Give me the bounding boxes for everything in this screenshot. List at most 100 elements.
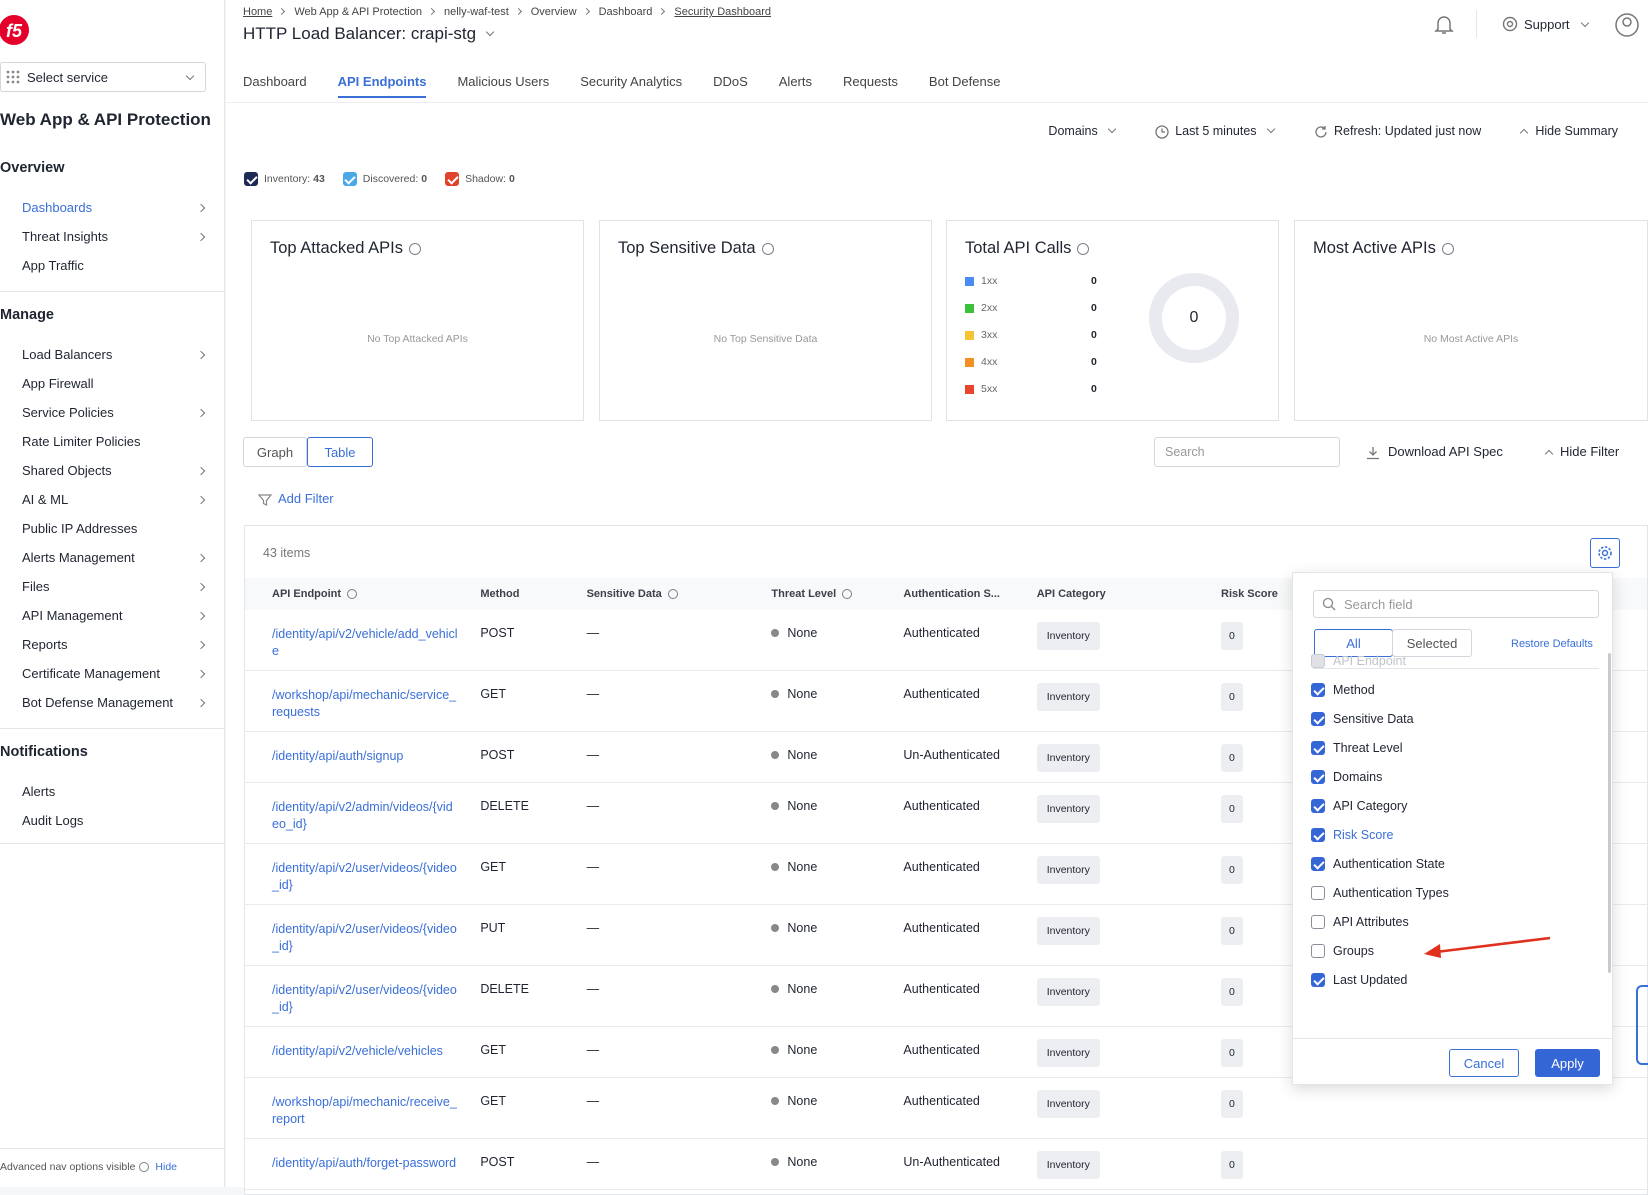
breadcrumb[interactable]: nelly-waf-test xyxy=(443,6,509,18)
nav-item-label: API Management xyxy=(22,608,123,623)
endpoint-link[interactable]: /workshop/api/mechanic/service_requests xyxy=(272,688,457,719)
nav-item[interactable]: App Traffic xyxy=(22,258,212,273)
summary-card: Total API Calls 1xx 0 2xx 0 3xx 0 4xx 0 5xx 0 0 xyxy=(946,220,1279,421)
nav-item[interactable]: Files xyxy=(22,579,212,594)
nav-item[interactable]: Bot Defense Management xyxy=(22,695,212,710)
toggle-button[interactable]: Table xyxy=(307,437,373,467)
tab[interactable]: API Endpoints xyxy=(337,74,427,98)
apply-button[interactable]: Apply xyxy=(1535,1049,1600,1077)
field-option[interactable]: Risk Score xyxy=(1311,828,1393,842)
threat-level: None xyxy=(787,748,818,762)
legend-check[interactable]: Shadow: 0 xyxy=(445,172,515,186)
all-tab[interactable]: All xyxy=(1314,629,1393,657)
hide-filter[interactable]: Hide Filter xyxy=(1544,444,1619,459)
field-option[interactable]: Last Updated xyxy=(1311,973,1407,987)
endpoint-link[interactable]: /identity/api/v2/user/videos/{video_id} xyxy=(272,983,457,1014)
chevron xyxy=(427,7,435,16)
column-header-label: Sensitive Data xyxy=(586,588,662,600)
refresh-button[interactable]: Refresh: Updated just now xyxy=(1314,124,1481,139)
nav-item[interactable]: Threat Insights xyxy=(22,229,212,244)
nav-heading-label: Overview xyxy=(0,160,65,176)
table-cell: Authenticated xyxy=(903,965,1037,1027)
checkbox xyxy=(1311,944,1325,958)
nav-item[interactable]: Dashboards xyxy=(22,200,212,215)
field-option[interactable]: Authentication Types xyxy=(1311,886,1449,900)
endpoint-link[interactable]: /identity/api/v2/vehicle/add_vehicle xyxy=(272,627,458,658)
tab[interactable]: Security Analytics xyxy=(580,74,683,89)
endpoint-link[interactable]: /workshop/api/mechanic/receive_report xyxy=(272,1095,457,1126)
column-header-label: Threat Level xyxy=(771,588,837,600)
time-filter[interactable]: Last 5 minutes xyxy=(1155,124,1276,139)
breadcrumb[interactable]: Home xyxy=(243,6,273,18)
support-menu[interactable]: Support xyxy=(1502,16,1589,32)
endpoint-link[interactable]: /identity/api/v2/admin/videos/{video_id} xyxy=(272,800,453,831)
nav-item[interactable]: Rate Limiter Policies xyxy=(22,434,212,449)
breadcrumb[interactable]: Security Dashboard xyxy=(674,6,772,18)
endpoint-link[interactable]: /identity/api/auth/forget-password xyxy=(272,1156,457,1170)
hide-link[interactable]: Hide xyxy=(155,1161,178,1173)
nav-item[interactable]: Reports xyxy=(22,637,212,652)
user-icon[interactable] xyxy=(1614,12,1640,38)
field-option[interactable]: API Attributes xyxy=(1311,915,1409,929)
nav-item[interactable]: Service Policies xyxy=(22,405,212,420)
endpoint-link[interactable]: /identity/api/v2/vehicle/vehicles xyxy=(272,1044,443,1058)
breadcrumb[interactable]: Web App & API Protection xyxy=(294,6,422,18)
field-search[interactable]: Search field xyxy=(1313,590,1599,618)
empty-state: No Most Active APIs xyxy=(1423,333,1519,345)
add-filter[interactable]: Add Filter xyxy=(257,491,334,507)
bell-icon[interactable] xyxy=(1432,12,1456,36)
tab[interactable]: Dashboard xyxy=(243,74,307,89)
annotation-arrow xyxy=(1424,936,1551,958)
field-option[interactable]: Authentication State xyxy=(1311,857,1445,871)
nav-item-label: Files xyxy=(22,579,50,594)
table-cell: /identity/api/v2/vehicle/add_vehicle xyxy=(245,610,481,671)
cell-text: — xyxy=(586,687,600,701)
breadcrumb[interactable]: Dashboard xyxy=(598,6,653,18)
download-icon xyxy=(1367,446,1379,459)
field-option[interactable]: Groups xyxy=(1311,944,1374,958)
toggle-button[interactable]: Graph xyxy=(243,437,307,467)
tab[interactable]: DDoS xyxy=(713,74,748,89)
field-option[interactable]: API Category xyxy=(1311,799,1407,813)
cancel-button[interactable]: Cancel xyxy=(1449,1049,1519,1077)
settings-button[interactable] xyxy=(1590,538,1620,568)
domains-filter[interactable]: Domains xyxy=(1048,124,1117,138)
endpoint-link[interactable]: /identity/api/v2/user/videos/{video_id} xyxy=(272,922,457,953)
nav-item[interactable]: Alerts Management xyxy=(22,550,212,565)
divider xyxy=(1313,668,1599,669)
risk-score: 0 xyxy=(1221,1151,1243,1179)
tab[interactable]: Bot Defense xyxy=(928,74,1001,89)
field-option[interactable]: Sensitive Data xyxy=(1311,712,1414,726)
legend-check[interactable]: Inventory: 43 xyxy=(244,172,325,186)
download-button[interactable]: Download API Spec xyxy=(1366,444,1503,460)
hide-summary[interactable]: Hide Summary xyxy=(1520,124,1618,138)
nav-item[interactable]: Alerts xyxy=(22,784,212,799)
nav-item[interactable]: AI & ML xyxy=(22,492,212,507)
nav-item[interactable]: Shared Objects xyxy=(22,463,212,478)
field-option[interactable]: Threat Level xyxy=(1311,741,1402,755)
checkbox xyxy=(1311,915,1325,929)
tab[interactable]: Requests xyxy=(843,74,898,89)
field-option[interactable]: Domains xyxy=(1311,770,1382,784)
selected-tab[interactable]: Selected xyxy=(1392,629,1472,657)
search-input[interactable]: Search xyxy=(1154,437,1340,467)
nav-item[interactable]: Audit Logs xyxy=(22,813,212,828)
nav-item[interactable]: App Firewall xyxy=(22,376,212,391)
nav-item[interactable]: API Management xyxy=(22,608,212,623)
breadcrumb[interactable]: Overview xyxy=(530,6,577,18)
nav-item[interactable]: Load Balancers xyxy=(22,347,212,362)
nav-item[interactable]: Certificate Management xyxy=(22,666,212,681)
table-cell: DELETE xyxy=(480,782,587,844)
field-option[interactable]: Method xyxy=(1311,683,1375,697)
tab[interactable]: Malicious Users xyxy=(457,74,550,89)
restore-defaults[interactable]: Restore Defaults xyxy=(1511,638,1593,650)
service-select[interactable]: Select service xyxy=(0,62,206,92)
endpoint-link[interactable]: /identity/api/v2/user/videos/{video_id} xyxy=(272,861,457,892)
tab[interactable]: Alerts xyxy=(778,74,812,89)
legend-check[interactable]: Discovered: 0 xyxy=(342,172,427,186)
category-badge: Inventory xyxy=(1036,622,1100,650)
legend-count: 43 xyxy=(313,173,325,185)
column-header: API Endpoint xyxy=(245,578,480,610)
nav-item[interactable]: Public IP Addresses xyxy=(22,521,212,536)
endpoint-link[interactable]: /identity/api/auth/signup xyxy=(272,749,404,763)
